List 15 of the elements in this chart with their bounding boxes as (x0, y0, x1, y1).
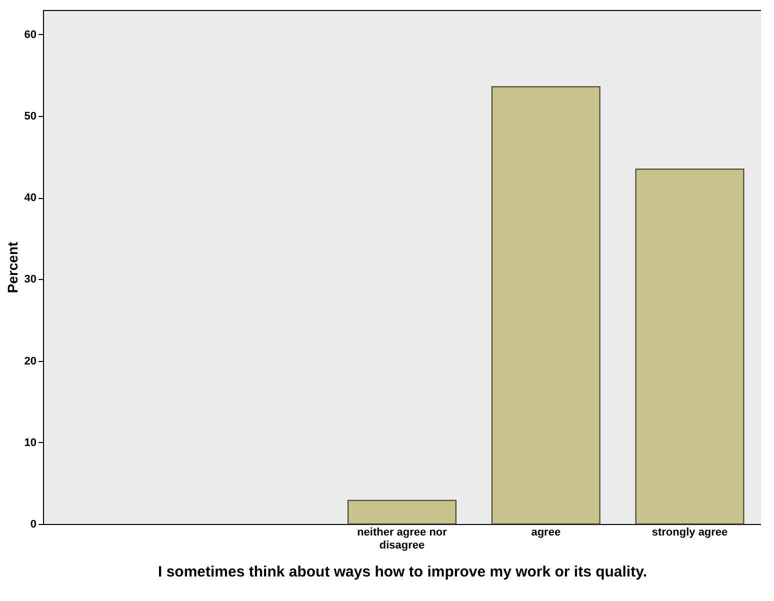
x-tick-label: neither agree nor disagree (357, 526, 448, 552)
y-tick-label: 40 (24, 192, 36, 204)
y-tick-label: 0 (30, 518, 36, 530)
x-tick-label: strongly agree (652, 526, 728, 538)
bar (348, 500, 456, 524)
x-tick-label: agree (531, 526, 561, 538)
y-tick-label: 20 (24, 355, 36, 368)
bar (491, 86, 600, 524)
x-axis-title: I sometimes think about ways how to improve my work or its quality. (158, 564, 647, 580)
y-tick-label: 10 (24, 436, 36, 449)
y-axis-title: Percent (4, 241, 20, 294)
y-tick-label: 60 (24, 28, 36, 41)
y-tick-label: 50 (24, 110, 36, 123)
y-tick-label: 30 (24, 274, 36, 286)
bar (635, 168, 744, 524)
